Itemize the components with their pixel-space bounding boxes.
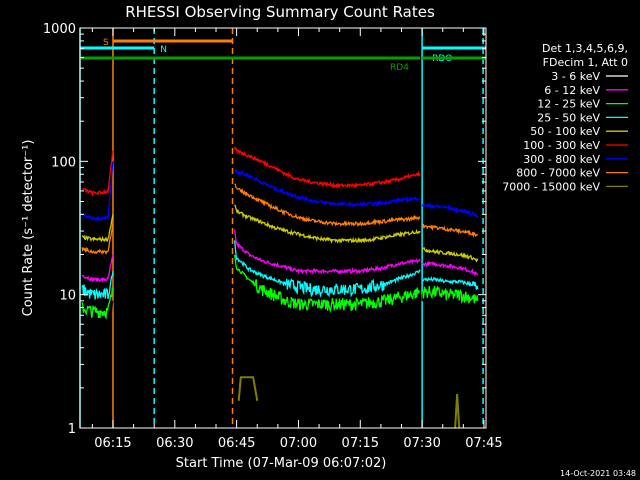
legend-entry-label: 12 - 25 keV — [537, 98, 600, 111]
series-line — [234, 204, 421, 244]
series-line — [234, 183, 421, 227]
legend-title-line-2: FDecim 1, Att 0 — [543, 56, 628, 69]
mode-bar-label: S — [103, 38, 109, 48]
x-tick-label: 06:45 — [218, 436, 255, 451]
series-line — [421, 246, 479, 263]
series-line — [237, 376, 259, 401]
x-tick-label: 07:30 — [403, 436, 440, 451]
footer-timestamp: 14-Oct-2021 03:48 — [560, 469, 636, 478]
plot-area: SNRD4RDO — [79, 28, 486, 429]
series-line — [81, 271, 114, 300]
x-tick-label: 07:15 — [342, 436, 379, 451]
series-line — [81, 300, 114, 332]
legend-entry-label: 50 - 100 keV — [530, 125, 600, 138]
y-tick-label: 100 — [51, 155, 76, 170]
legend-entry-label: 800 - 7000 keV — [516, 167, 600, 180]
y-tick-label: 1 — [68, 422, 76, 437]
legend-title-line-1: Det 1,3,4,5,6,9, — [542, 42, 628, 55]
x-axis-label: Start Time (07-Mar-09 06:07:02) — [176, 456, 387, 471]
series-line — [421, 223, 479, 238]
legend-entry-label: 25 - 50 keV — [537, 111, 600, 124]
mode-bar-label: N — [160, 45, 167, 55]
series-line — [421, 202, 479, 218]
series-line — [421, 260, 479, 277]
series-line — [421, 275, 479, 290]
x-tick-label: 06:30 — [156, 436, 193, 451]
series-line — [233, 254, 421, 314]
series-line — [234, 168, 421, 209]
series-line — [421, 288, 479, 324]
chart-title: RHESSI Observing Summary Count Rates — [125, 3, 435, 21]
legend-entry-label: 7000 - 15000 keV — [502, 180, 600, 193]
series-line — [233, 146, 421, 190]
series-line — [81, 222, 114, 256]
series-line — [82, 214, 114, 243]
legend-entry-label: 6 - 12 keV — [544, 84, 600, 97]
series-line — [81, 161, 114, 223]
legend-entry-label: 300 - 800 keV — [523, 153, 600, 166]
y-tick-label: 1000 — [43, 22, 76, 37]
legend: Det 1,3,4,5,6,9, FDecim 1, Att 0 3 - 6 k… — [502, 42, 628, 193]
plot-frame — [79, 27, 487, 429]
series-line — [454, 393, 461, 429]
legend-entry-label: 100 - 300 keV — [523, 139, 600, 152]
legend-entry-label: 3 - 6 keV — [551, 70, 600, 83]
x-tick-label: 06:15 — [94, 436, 131, 451]
series-line — [233, 288, 421, 334]
series-line — [81, 254, 114, 283]
series-line — [81, 150, 114, 197]
series-line — [81, 287, 114, 320]
y-tick-label: 10 — [59, 289, 76, 304]
mode-bar-label: RD4 — [390, 63, 409, 73]
series-line — [421, 285, 479, 305]
series-line — [233, 229, 421, 276]
x-tick-label: 07:00 — [280, 436, 317, 451]
x-tick-label: 07:45 — [465, 436, 502, 451]
y-axis-label: Count Rate (s⁻¹ detector⁻¹) — [21, 140, 36, 317]
series-line — [233, 240, 421, 298]
